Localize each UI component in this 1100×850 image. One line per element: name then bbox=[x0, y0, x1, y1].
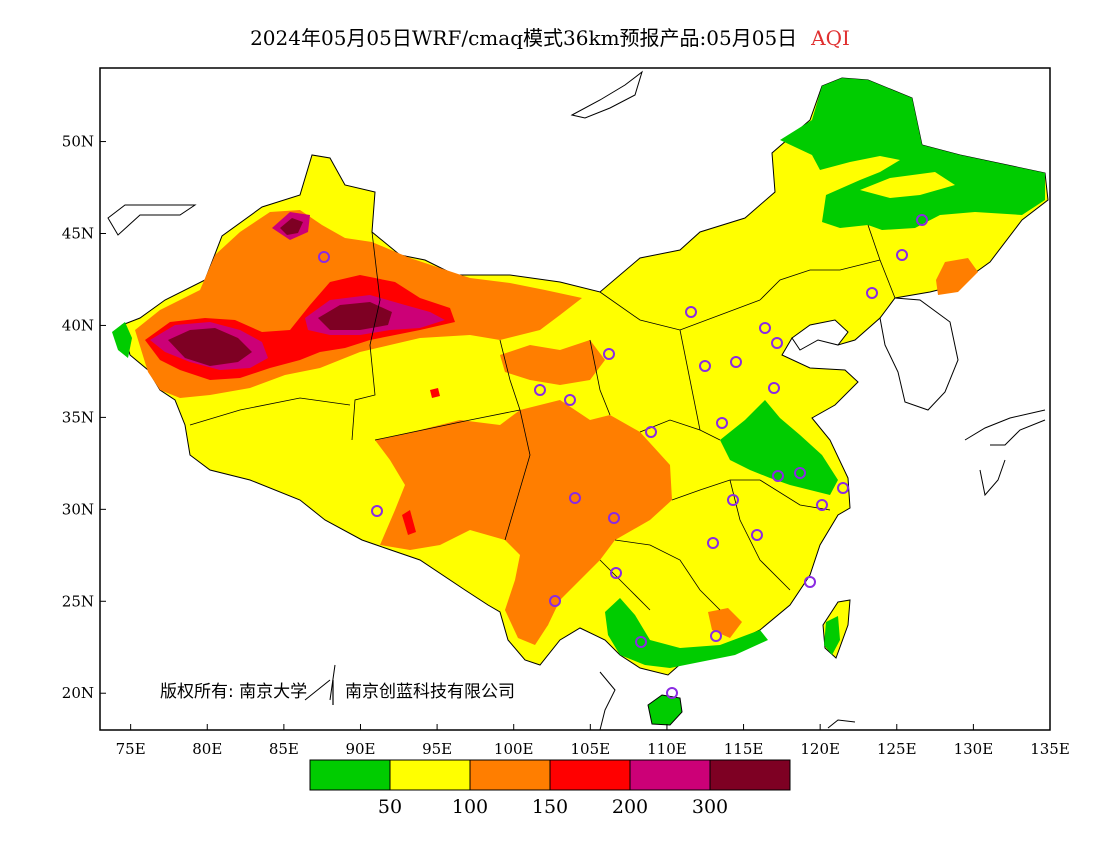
legend-swatch bbox=[549, 759, 631, 791]
city-marker bbox=[635, 636, 647, 648]
city-marker bbox=[759, 322, 771, 334]
city-marker bbox=[564, 394, 576, 406]
city-marker bbox=[371, 505, 383, 517]
dzungaria-maroon-spot bbox=[280, 218, 303, 235]
lat-tick-label: 45N bbox=[62, 225, 94, 243]
lon-tick-label: 105E bbox=[571, 740, 611, 758]
lon-tick-label: 110E bbox=[647, 740, 687, 758]
east-china-green-zone bbox=[720, 400, 838, 495]
lat-axis: 20N 25N 30N 35N 40N 45N 50N bbox=[62, 133, 106, 702]
lat-tick-label: 30N bbox=[62, 500, 94, 518]
tibet-red-spot bbox=[402, 510, 416, 535]
city-marker bbox=[610, 567, 622, 579]
legend-swatch bbox=[309, 759, 391, 791]
xinjiang-maroon-core bbox=[168, 328, 252, 366]
legend-swatch bbox=[389, 759, 471, 791]
title-main: 2024年05月05日WRF/cmaq模式36km预报产品:05月05日 bbox=[250, 26, 798, 50]
city-marker bbox=[699, 360, 711, 372]
title-variable: AQI bbox=[811, 26, 850, 50]
city-marker bbox=[608, 512, 620, 524]
lon-tick-label: 115E bbox=[724, 740, 764, 758]
city-marker bbox=[866, 287, 878, 299]
city-marker bbox=[816, 499, 828, 511]
lon-axis: 75E 80E 85E 90E 95E 100E 105E 110E 115E 120E 125E 1… bbox=[116, 724, 1070, 758]
map-title: 2024年05月05日WRF/cmaq模式36km预报产品:05月05日 AQI bbox=[0, 22, 1100, 51]
northeast-yellow-patch bbox=[860, 172, 955, 198]
bohai-coast bbox=[791, 319, 849, 351]
city-marker bbox=[534, 384, 546, 396]
lon-tick-label: 135E bbox=[1030, 740, 1070, 758]
city-marker bbox=[804, 576, 816, 588]
legend-swatch bbox=[629, 759, 711, 791]
map-frame bbox=[99, 67, 1051, 731]
city-marker bbox=[768, 382, 780, 394]
map-content: 版权所有: 南京大学 南京创蓝科技有限公司 bbox=[107, 70, 1049, 730]
legend-label: 50 bbox=[378, 796, 402, 818]
south-coast-green-zone bbox=[605, 598, 768, 668]
lon-tick-label: 75E bbox=[116, 740, 146, 758]
legend-swatch bbox=[709, 759, 791, 791]
city-marker bbox=[771, 337, 783, 349]
city-marker bbox=[318, 251, 330, 263]
lat-tick-label: 20N bbox=[62, 684, 94, 702]
lon-tick-label: 100E bbox=[494, 740, 534, 758]
city-marker bbox=[707, 537, 719, 549]
taiwan-green bbox=[824, 616, 840, 655]
lon-tick-label: 130E bbox=[954, 740, 994, 758]
northeast-orange-spot bbox=[936, 258, 978, 295]
lat-tick-label: 25N bbox=[62, 592, 94, 610]
copyright-partner: 南京创蓝科技有限公司 bbox=[345, 682, 515, 702]
tarim-maroon-core bbox=[318, 302, 392, 330]
korea-outline bbox=[879, 297, 959, 411]
city-marker bbox=[730, 356, 742, 368]
city-marker bbox=[794, 467, 806, 479]
west-green-tip bbox=[112, 322, 132, 358]
city-marker bbox=[569, 492, 581, 504]
city-marker bbox=[666, 687, 678, 699]
copyright-owner: 版权所有: 南京大学 bbox=[160, 682, 307, 702]
legend-label: 150 bbox=[532, 796, 568, 818]
city-marker bbox=[549, 595, 561, 607]
legend-label: 300 bbox=[692, 796, 728, 818]
lon-tick-label: 80E bbox=[192, 740, 222, 758]
lon-tick-label: 90E bbox=[345, 740, 375, 758]
city-marker bbox=[685, 306, 697, 318]
aqi-legend: 50 100 150 200 300 bbox=[309, 759, 791, 818]
west-lake-outline bbox=[107, 204, 197, 236]
city-marker bbox=[837, 482, 849, 494]
lon-tick-label: 95E bbox=[422, 740, 452, 758]
northeast-green-zone bbox=[780, 78, 1045, 230]
sakhalin-outline bbox=[570, 70, 643, 119]
japan-outline bbox=[964, 409, 1046, 497]
lon-tick-label: 125E bbox=[877, 740, 917, 758]
city-marker bbox=[896, 249, 908, 261]
south-islands bbox=[827, 719, 856, 729]
lon-tick-label: 120E bbox=[800, 740, 840, 758]
lat-tick-label: 40N bbox=[62, 316, 94, 334]
city-marker bbox=[727, 494, 739, 506]
gansu-orange-zone bbox=[500, 340, 605, 385]
lat-tick-label: 35N bbox=[62, 408, 94, 426]
city-marker bbox=[645, 426, 657, 438]
legend-swatch bbox=[469, 759, 551, 791]
city-marker bbox=[772, 470, 784, 482]
qinghai-red-spot bbox=[430, 388, 440, 398]
legend-label: 100 bbox=[452, 796, 488, 818]
yunnan-orange-zone bbox=[505, 582, 555, 645]
city-markers bbox=[318, 214, 928, 699]
lat-tick-label: 50N bbox=[62, 133, 94, 151]
southwest-orange-zone bbox=[375, 400, 672, 640]
city-marker bbox=[603, 348, 615, 360]
lon-tick-label: 85E bbox=[269, 740, 299, 758]
city-marker bbox=[916, 214, 928, 226]
city-marker bbox=[716, 417, 728, 429]
hainan-island bbox=[647, 694, 683, 726]
province-boundaries bbox=[189, 224, 896, 611]
legend-label: 200 bbox=[612, 796, 648, 818]
city-marker bbox=[710, 630, 722, 642]
city-marker bbox=[751, 529, 763, 541]
